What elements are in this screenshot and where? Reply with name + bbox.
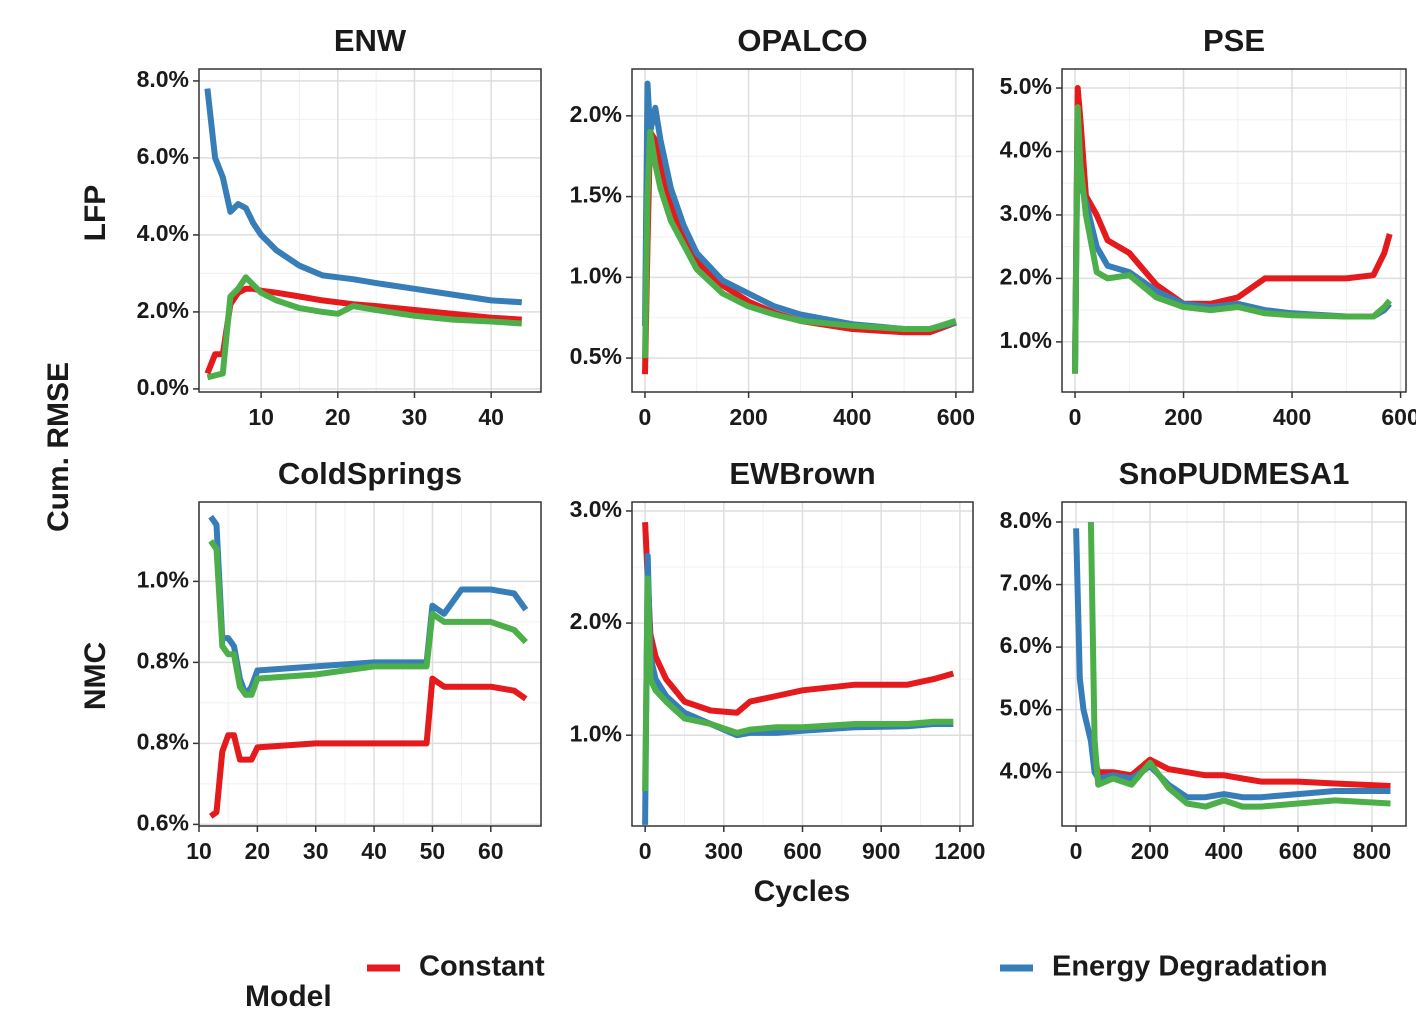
- legend-title: Model: [245, 980, 332, 1013]
- x-tick-label: 30: [402, 404, 428, 430]
- y-tick-label: 6.0%: [1000, 632, 1052, 658]
- y-tick-label: 5.0%: [1000, 73, 1052, 99]
- series-line: [206, 274, 522, 381]
- panel: [1062, 69, 1406, 392]
- x-tick-label: 600: [1381, 404, 1416, 430]
- x-tick-label: 30: [303, 838, 329, 864]
- panel: [199, 69, 541, 392]
- y-tick-label: 8.0%: [1000, 507, 1052, 533]
- series-line: [1072, 104, 1392, 374]
- y-tick-label: 2.0%: [1000, 263, 1052, 289]
- x-tick-label: 10: [248, 404, 274, 430]
- y-tick-label: 3.0%: [1000, 200, 1052, 226]
- x-tick-label: 200: [1131, 838, 1169, 864]
- x-tick-label: 900: [862, 838, 900, 864]
- x-tick-label: 600: [783, 838, 821, 864]
- y-tick-label: 4.0%: [1000, 137, 1052, 163]
- x-tick-label: 200: [729, 404, 767, 430]
- x-tick-label: 20: [325, 404, 351, 430]
- panel-border: [631, 68, 974, 393]
- panel-title: ColdSprings: [278, 456, 462, 491]
- series-line: [1091, 756, 1391, 789]
- x-tick-label: 0: [639, 838, 652, 864]
- y-tick-label: 1.5%: [570, 182, 622, 208]
- y-tick-label: 4.0%: [1000, 757, 1052, 783]
- y-tick-label: 0.6%: [137, 809, 189, 835]
- panel-border: [1061, 501, 1407, 827]
- x-tick-label: 10: [186, 838, 212, 864]
- y-tick-label: 0.5%: [570, 343, 622, 369]
- panel-border: [198, 501, 542, 827]
- row-label: NMC: [79, 642, 112, 710]
- panel-title: EWBrown: [729, 456, 875, 491]
- x-tick-label: 400: [1205, 838, 1243, 864]
- x-tick-label: 0: [639, 404, 652, 430]
- series-line: [1087, 521, 1391, 810]
- legend-label: Energy Degradation: [1052, 951, 1328, 983]
- x-tick-label: 40: [478, 404, 504, 430]
- x-tick-label: 50: [420, 838, 446, 864]
- series-line: [204, 88, 522, 306]
- x-tick-label: 60: [478, 838, 504, 864]
- y-tick-label: 8.0%: [137, 66, 189, 92]
- legend-label: Constant: [419, 951, 545, 983]
- panel-title: OPALCO: [737, 23, 867, 58]
- panel-border: [631, 501, 974, 827]
- y-tick-label: 3.0%: [570, 496, 622, 522]
- y-tick-label: 1.0%: [570, 720, 622, 746]
- y-tick-label: 0.0%: [137, 374, 189, 400]
- x-tick-label: 800: [1353, 838, 1391, 864]
- x-tick-label: 400: [833, 404, 871, 430]
- x-tick-label: 20: [245, 838, 271, 864]
- series-line: [642, 129, 957, 359]
- panel-title: ENW: [334, 23, 407, 58]
- y-tick-label: 2.0%: [570, 608, 622, 634]
- x-tick-label: 400: [1273, 404, 1311, 430]
- row-label: LFP: [79, 185, 112, 242]
- x-tick-label: 40: [361, 838, 387, 864]
- y-tick-label: 7.0%: [1000, 570, 1052, 596]
- x-tick-label: 300: [705, 838, 743, 864]
- y-axis-label: Cum. RMSE: [42, 362, 75, 532]
- y-tick-label: 2.0%: [570, 101, 622, 127]
- y-tick-label: 2.0%: [137, 297, 189, 323]
- x-tick-label: 600: [1279, 838, 1317, 864]
- x-tick-label: 600: [937, 404, 975, 430]
- series-line: [208, 539, 528, 698]
- x-tick-label: 0: [1070, 838, 1083, 864]
- y-tick-label: 4.0%: [137, 220, 189, 246]
- y-tick-label: 0.8%: [137, 647, 189, 673]
- y-tick-label: 0.8%: [137, 728, 189, 754]
- series-line: [642, 575, 954, 792]
- x-tick-label: 200: [1164, 404, 1202, 430]
- x-tick-label: 0: [1069, 404, 1082, 430]
- series-line: [208, 514, 529, 698]
- panel-title: PSE: [1203, 23, 1265, 58]
- y-tick-label: 1.0%: [137, 566, 189, 592]
- y-tick-label: 1.0%: [1000, 327, 1052, 353]
- x-axis-label: Cycles: [754, 875, 851, 908]
- y-tick-label: 1.0%: [570, 262, 622, 288]
- series-line: [208, 675, 528, 819]
- x-tick-label: 1200: [934, 838, 985, 864]
- panel-border: [198, 68, 542, 393]
- y-tick-label: 5.0%: [1000, 695, 1052, 721]
- panel-border: [1061, 68, 1407, 393]
- y-tick-label: 6.0%: [137, 143, 189, 169]
- panel-title: SnoPUDMESA1: [1119, 456, 1350, 491]
